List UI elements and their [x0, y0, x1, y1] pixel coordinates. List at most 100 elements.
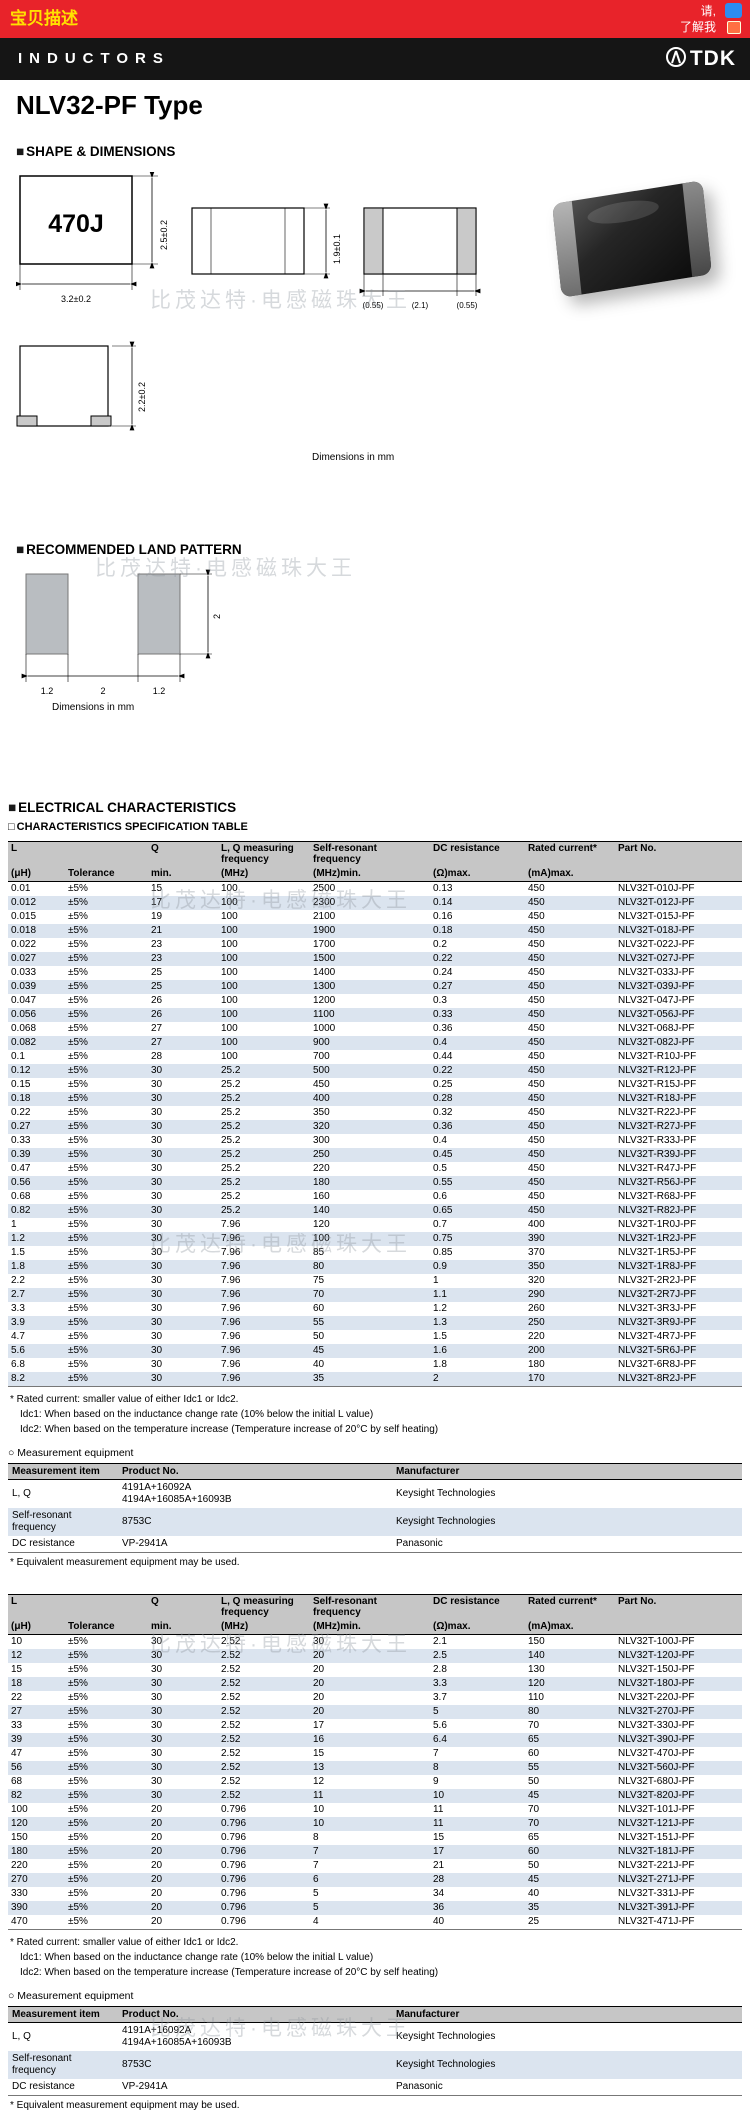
table-cell: 30: [151, 1177, 163, 1188]
table-cell: 330: [11, 1888, 28, 1899]
table-cell: 2.7: [11, 1289, 25, 1300]
table-cell: NLV32T-R47J-PF: [618, 1163, 697, 1174]
table-cell: 270: [11, 1874, 28, 1885]
table-cell: NLV32T-390J-PF: [618, 1734, 695, 1745]
table-cell: 28: [433, 1874, 445, 1885]
table-cell: 7.96: [221, 1275, 241, 1286]
table-cell: 0.796: [221, 1832, 247, 1843]
meas-col-product: Product No.: [118, 1463, 392, 1480]
spec-table-2: L Q L, Q measuring frequency Self-resona…: [8, 1594, 742, 1930]
table-row: 3.9 ±5% 30 7.96 55 1.3 250 NLV32T-3R9J-PF: [8, 1316, 742, 1330]
table-cell: 1.3: [433, 1317, 447, 1328]
table-cell: NLV32T-R27J-PF: [618, 1121, 697, 1132]
table-cell: 200: [528, 1345, 545, 1356]
table-cell: 20: [151, 1874, 163, 1885]
table-cell: ±5%: [68, 1650, 88, 1661]
table-cell: 7.96: [221, 1331, 241, 1342]
shop-icon[interactable]: [727, 21, 741, 34]
table-row: 1 ±5% 30 7.96 120 0.7 400 NLV32T-1R0J-PF: [8, 1218, 742, 1232]
table-cell: 50: [313, 1331, 325, 1342]
table-cell: 0.7: [433, 1219, 447, 1230]
page-title: NLV32-PF Type: [16, 90, 203, 120]
brand-logo: TDK: [665, 38, 736, 80]
table-cell: NLV32T-R15J-PF: [618, 1079, 697, 1090]
table-row: 0.027 ±5% 23 100 1500 0.22 450 NLV32T-027J-PF: [8, 952, 742, 966]
table-cell: 40: [313, 1359, 325, 1370]
table-header-row: L Q L, Q measuring frequency Self-resona…: [8, 841, 742, 867]
marking-label: 470J: [48, 210, 104, 238]
electrical-heading: ELECTRICAL CHARACTERISTICS: [8, 800, 742, 815]
table-cell: 82: [11, 1790, 23, 1801]
table-cell: NLV32T-1R0J-PF: [618, 1219, 697, 1230]
table-cell: 120: [528, 1678, 545, 1689]
table-cell: 10: [313, 1818, 325, 1829]
table-cell: 10: [313, 1804, 325, 1815]
table-cell: ±5%: [68, 1706, 88, 1717]
table-cell: NLV32T-039J-PF: [618, 981, 695, 992]
table-cell: 20: [151, 1888, 163, 1899]
table-cell: 40: [528, 1888, 540, 1899]
table-cell: NLV32T-470J-PF: [618, 1748, 695, 1759]
table-cell: 30: [151, 1748, 163, 1759]
table-cell: L, Q: [12, 1488, 31, 1499]
table-cell: 0.4: [433, 1135, 447, 1146]
table-cell: 7.96: [221, 1345, 241, 1356]
table-cell: 5: [313, 1888, 319, 1899]
table-cell: 40: [433, 1916, 445, 1927]
table-cell: 5: [433, 1706, 439, 1717]
chip-terminal-right: [682, 180, 712, 278]
table-cell: 20: [313, 1664, 325, 1675]
unit-tolerance: Tolerance: [65, 1620, 148, 1635]
table-row: 10 ±5% 30 2.52 30 2.1 150 NLV32T-100J-PF: [8, 1635, 742, 1650]
table-cell: NLV32T-047J-PF: [618, 995, 695, 1006]
table-cell: ±5%: [68, 1303, 88, 1314]
table-cell: ±5%: [68, 1079, 88, 1090]
table-cell: NLV32T-220J-PF: [618, 1692, 695, 1703]
table-cell: 1.1: [433, 1289, 447, 1300]
table-cell: 220: [528, 1331, 545, 1342]
table-cell: 0.36: [433, 1023, 453, 1034]
dim-terminal-right-label: (0.55): [457, 301, 478, 310]
table-cell: ±5%: [68, 883, 88, 894]
table-cell: NLV32T-471J-PF: [618, 1916, 695, 1927]
table-cell: Keysight Technologies: [396, 1488, 496, 1499]
table-cell: 21: [151, 925, 163, 936]
table-cell: NLV32T-4R7J-PF: [618, 1331, 697, 1342]
table-cell: 70: [528, 1720, 540, 1731]
table-row: 68 ±5% 30 2.52 12 9 50 NLV32T-680J-PF: [8, 1775, 742, 1789]
table-header-row: L Q L, Q measuring frequency Self-resona…: [8, 1594, 742, 1620]
measurement-table-1: Measurement item Product No. Manufacture…: [8, 1463, 742, 1553]
banner-left-text: 宝贝描述: [10, 9, 78, 28]
table-cell: 2.52: [221, 1790, 241, 1801]
table-cell: ±5%: [68, 1261, 88, 1272]
table-cell: 50: [528, 1776, 540, 1787]
chat-icon[interactable]: [725, 3, 742, 18]
table-cell: 7.96: [221, 1317, 241, 1328]
electrical-characteristics-section: ELECTRICAL CHARACTERISTICS CHARACTERISTI…: [8, 800, 742, 2111]
table-cell: 0.25: [433, 1079, 453, 1090]
table-cell: 20: [313, 1706, 325, 1717]
table-cell: ±5%: [68, 939, 88, 950]
col-l: L: [8, 841, 65, 867]
table-cell: 300: [313, 1135, 330, 1146]
table-cell: 0.14: [433, 897, 453, 908]
table-cell: 11: [313, 1790, 324, 1801]
table-header-row: Measurement item Product No. Manufacture…: [8, 2006, 742, 2023]
table-cell: 60: [528, 1748, 540, 1759]
table-cell: NLV32T-270J-PF: [618, 1706, 695, 1717]
table-cell: 8: [313, 1832, 319, 1843]
table-cell: 100: [11, 1804, 28, 1815]
end-view-drawing: 2.2±0.2: [16, 341, 147, 431]
table-cell: NLV32T-181J-PF: [618, 1846, 695, 1857]
table-cell: 45: [528, 1790, 540, 1801]
table-cell: ±5%: [68, 953, 88, 964]
table-cell: 39: [11, 1734, 23, 1745]
meas-col-item: Measurement item: [8, 1463, 118, 1480]
col-l: L: [8, 1594, 65, 1620]
measurement-equipment-heading-2: Measurement equipment: [8, 1990, 742, 2002]
table-cell: 2500: [313, 883, 336, 894]
table-cell: 0.18: [11, 1093, 31, 1104]
side-view-drawing: (0.55) (2.1) (0.55): [359, 207, 481, 310]
footnote-idc2: Idc2: When based on the temperature incr…: [20, 1967, 439, 1978]
table-cell: NLV32T-5R6J-PF: [618, 1345, 697, 1356]
